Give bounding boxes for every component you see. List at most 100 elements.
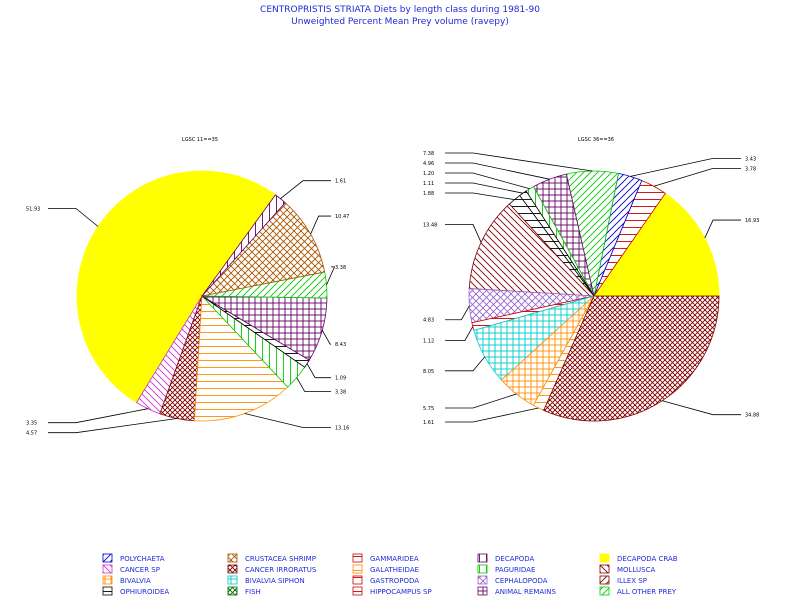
slice-value-label: 1.12	[423, 339, 434, 345]
legend-swatch	[599, 575, 610, 585]
legend-swatch	[352, 575, 363, 585]
legend-swatch	[227, 553, 238, 563]
legend-label: MOLLUSCA	[617, 566, 655, 574]
leader-line	[48, 418, 177, 434]
legend-label: POLYCHAETA	[120, 555, 165, 563]
legend-swatch	[102, 575, 113, 585]
slice-value-label: 51.93	[26, 206, 40, 212]
slice-value-label: 3.38	[335, 390, 346, 396]
legend-swatch	[477, 553, 488, 563]
pie-chart-1: LGSC 11==35 1.61 10.47 3.38 8.43 1.09 3.38 13.1…	[26, 137, 349, 437]
leader-line	[326, 266, 336, 286]
slice-value-label: 13.48	[423, 222, 437, 228]
legend-swatch	[352, 586, 363, 596]
pie-slice	[194, 295, 289, 422]
leader-line	[445, 393, 517, 409]
slice-value-label: 1.88	[423, 191, 434, 197]
pie-slice	[543, 295, 720, 422]
slice-value-label: 3.43	[745, 156, 756, 162]
chart-title: CENTROPRISTIS STRIATA Diets by length cl…	[260, 5, 540, 15]
legend: POLYCHAETA CRUSTACEA SHRIMP GAMMARIDEA DECA…	[102, 553, 678, 596]
legend-swatch	[599, 586, 610, 596]
slice-value-label: 10.47	[335, 214, 349, 220]
chart-subtitle: Unweighted Percent Mean Prey volume (rav…	[291, 17, 509, 27]
leader-line	[445, 407, 539, 423]
legend-swatch	[599, 564, 610, 574]
legend-swatch	[102, 586, 113, 596]
pie-slice	[468, 203, 595, 297]
pie-slice	[200, 202, 326, 297]
legend-label: CANCER IRRORATUS	[245, 566, 317, 574]
legend-item: CANCER SP	[102, 564, 160, 574]
legend-item: GASTROPODA	[352, 575, 419, 585]
legend-label: OPHIUROIDEA	[120, 588, 169, 596]
legend-label: GALATHEIDAE	[370, 566, 419, 574]
legend-label: DECAPODA	[495, 555, 534, 563]
legend-swatch	[227, 564, 238, 574]
slice-value-label: 34.88	[745, 413, 759, 419]
legend-swatch	[477, 564, 488, 574]
leader-line	[445, 172, 530, 190]
legend-swatch	[352, 564, 363, 574]
legend-swatch	[477, 586, 488, 596]
pie-chart-2: LGSC 36==36 3.43 3.78 16.93 34.88 7.38 4.96 1.2…	[423, 137, 759, 426]
legend-swatch	[352, 553, 363, 563]
legend-swatch	[227, 575, 238, 585]
leader-line	[445, 326, 474, 341]
slice-value-label: 1.09	[335, 376, 346, 382]
leader-line	[704, 219, 741, 239]
legend-label: HIPPOCAMPUS SP	[370, 588, 432, 596]
leader-line	[630, 157, 741, 177]
pie-title-2: LGSC 36==36	[578, 137, 614, 143]
leader-line	[48, 408, 148, 424]
leader-line	[48, 208, 99, 227]
legend-item: DECAPODA CRAB	[599, 553, 678, 563]
legend-item: MOLLUSCA	[599, 564, 655, 574]
legend-item: FISH	[227, 586, 261, 596]
leader-line	[445, 162, 550, 180]
slice-value-label: 8.43	[335, 342, 346, 348]
slice-value-label: 1.61	[335, 179, 346, 185]
legend-item: GAMMARIDEA	[352, 553, 419, 563]
legend-item: CANCER IRRORATUS	[227, 564, 317, 574]
legend-label: CEPHALOPODA	[495, 577, 548, 585]
legend-label: ANIMAL REMAINS	[495, 588, 556, 596]
legend-item: ILLEX SP	[599, 575, 647, 585]
leader-line	[321, 330, 331, 345]
legend-item: ALL OTHER PREY	[599, 586, 677, 596]
pie-slice	[593, 192, 720, 297]
legend-label: ILLEX SP	[617, 577, 647, 585]
legend-item: POLYCHAETA	[102, 553, 165, 563]
legend-label: CANCER SP	[120, 566, 160, 574]
legend-swatch	[102, 564, 113, 574]
leader-line	[306, 363, 331, 379]
legend-label: FISH	[245, 588, 261, 596]
legend-item: GALATHEIDAE	[352, 564, 419, 574]
legend-label: GASTROPODA	[370, 577, 419, 585]
legend-swatch	[599, 553, 610, 563]
leader-line	[653, 167, 741, 187]
legend-item: PAGURIDAE	[477, 564, 535, 574]
slice-value-label: 3.35	[26, 421, 37, 427]
slice-value-label: 13.16	[335, 426, 349, 432]
legend-item: DECAPODA	[477, 553, 534, 563]
leader-line	[244, 413, 331, 428]
legend-swatch	[477, 575, 488, 585]
legend-label: CRUSTACEA SHRIMP	[245, 555, 316, 563]
legend-item: ANIMAL REMAINS	[477, 586, 556, 596]
pie-slice	[76, 170, 277, 404]
slice-value-label: 1.61	[423, 420, 434, 426]
legend-swatch	[102, 553, 113, 563]
slice-value-label: 3.78	[745, 166, 756, 172]
legend-swatch	[227, 586, 238, 596]
leader-line	[445, 192, 515, 200]
legend-item: BIVALVIA	[102, 575, 151, 585]
slice-value-label: 1.20	[423, 171, 434, 177]
leader-line	[445, 152, 593, 172]
slice-value-label: 16.93	[745, 218, 759, 224]
leader-line	[280, 180, 331, 200]
legend-label: DECAPODA CRAB	[617, 555, 678, 563]
leader-line	[296, 377, 331, 392]
legend-item: HIPPOCAMPUS SP	[352, 586, 432, 596]
